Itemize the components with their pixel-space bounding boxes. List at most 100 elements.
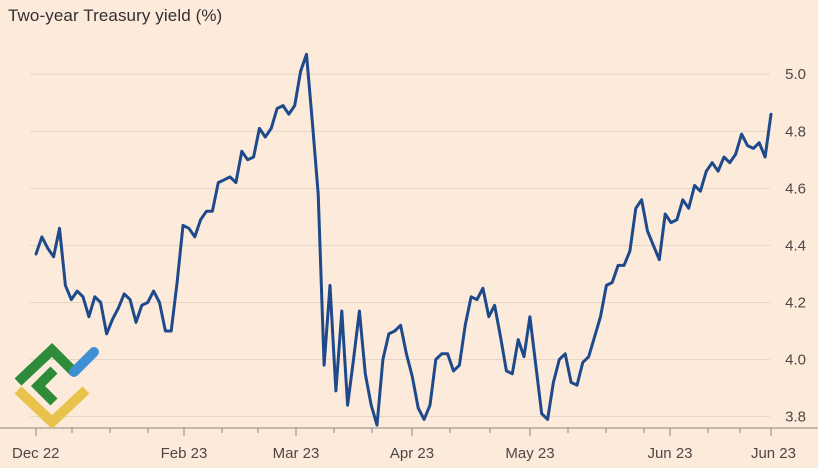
data-point [58, 226, 62, 230]
data-point [751, 146, 755, 150]
data-point [663, 212, 667, 216]
data-point [457, 363, 461, 367]
data-point [710, 161, 714, 165]
data-point [99, 301, 103, 305]
data-point [669, 221, 673, 225]
data-point [140, 303, 144, 307]
data-point [322, 363, 326, 367]
data-point [534, 363, 538, 367]
data-point [116, 306, 120, 310]
data-point [281, 104, 285, 108]
data-point [551, 380, 555, 384]
data-point [205, 209, 209, 213]
data-point [563, 352, 567, 356]
data-point [493, 303, 497, 307]
data-point [163, 329, 167, 333]
data-point [93, 295, 97, 299]
data-point [634, 206, 638, 210]
data-point [463, 323, 467, 327]
data-point [105, 332, 109, 336]
data-point [263, 135, 267, 139]
x-tick-label: Jun 23 [751, 445, 796, 462]
data-point [369, 403, 373, 407]
data-point [34, 252, 38, 256]
y-tick-label: 4.2 [785, 294, 806, 311]
data-point [763, 155, 767, 159]
data-point [234, 181, 238, 185]
data-point [569, 380, 573, 384]
y-tick-label: 4.8 [785, 123, 806, 140]
y-axis: 3.8 4.0 4.2 4.4 4.6 4.8 5.0 [785, 66, 806, 425]
data-point [593, 335, 597, 339]
data-point [657, 258, 661, 262]
data-point [404, 352, 408, 356]
data-point [646, 229, 650, 233]
data-point [275, 107, 279, 111]
data-point [651, 243, 655, 247]
data-point [622, 263, 626, 267]
data-point [110, 318, 114, 322]
data-point [387, 332, 391, 336]
data-point [316, 192, 320, 196]
data-point [610, 281, 614, 285]
data-point [716, 169, 720, 173]
x-tick-label: Dec 22 [12, 445, 60, 462]
data-point [199, 218, 203, 222]
data-point [693, 184, 697, 188]
x-tick-label: Apr 23 [390, 445, 434, 462]
data-point [210, 209, 214, 213]
data-point [175, 281, 179, 285]
data-point [293, 104, 297, 108]
grid-layer [30, 73, 770, 418]
data-point [440, 352, 444, 356]
data-point [746, 144, 750, 148]
x-tick-label: Feb 23 [161, 445, 208, 462]
data-point [257, 126, 261, 130]
data-point [434, 358, 438, 362]
data-point [152, 289, 156, 293]
data-point [193, 235, 197, 239]
data-point [346, 403, 350, 407]
data-point [375, 423, 379, 427]
data-point [169, 329, 173, 333]
data-point [287, 112, 291, 116]
data-point [416, 406, 420, 410]
data-point [722, 155, 726, 159]
data-point [575, 383, 579, 387]
data-point [81, 295, 85, 299]
data-point [75, 289, 79, 293]
data-point [181, 223, 185, 227]
x-tick-label: May 23 [505, 445, 554, 462]
data-point [122, 292, 126, 296]
data-point [228, 175, 232, 179]
data-point [675, 218, 679, 222]
data-point [240, 149, 244, 153]
data-point [299, 69, 303, 73]
chart-title: Two-year Treasury yield (%) [8, 6, 223, 25]
data-point [628, 249, 632, 253]
data-point [269, 126, 273, 130]
data-point [587, 355, 591, 359]
data-point [481, 286, 485, 290]
data-point [422, 417, 426, 421]
data-point [428, 403, 432, 407]
data-point [604, 283, 608, 287]
series-layer [34, 52, 773, 427]
data-point [310, 121, 314, 125]
data-point [357, 309, 361, 313]
data-point [499, 335, 503, 339]
data-point [216, 181, 220, 185]
data-point [340, 309, 344, 313]
data-point [769, 112, 773, 116]
data-point [446, 352, 450, 356]
data-point [740, 132, 744, 136]
y-tick-label: 4.0 [785, 352, 806, 369]
data-point [640, 198, 644, 202]
data-point [687, 206, 691, 210]
data-point [222, 178, 226, 182]
data-point [246, 158, 250, 162]
data-point [487, 315, 491, 319]
data-point [158, 301, 162, 305]
data-point [681, 198, 685, 202]
